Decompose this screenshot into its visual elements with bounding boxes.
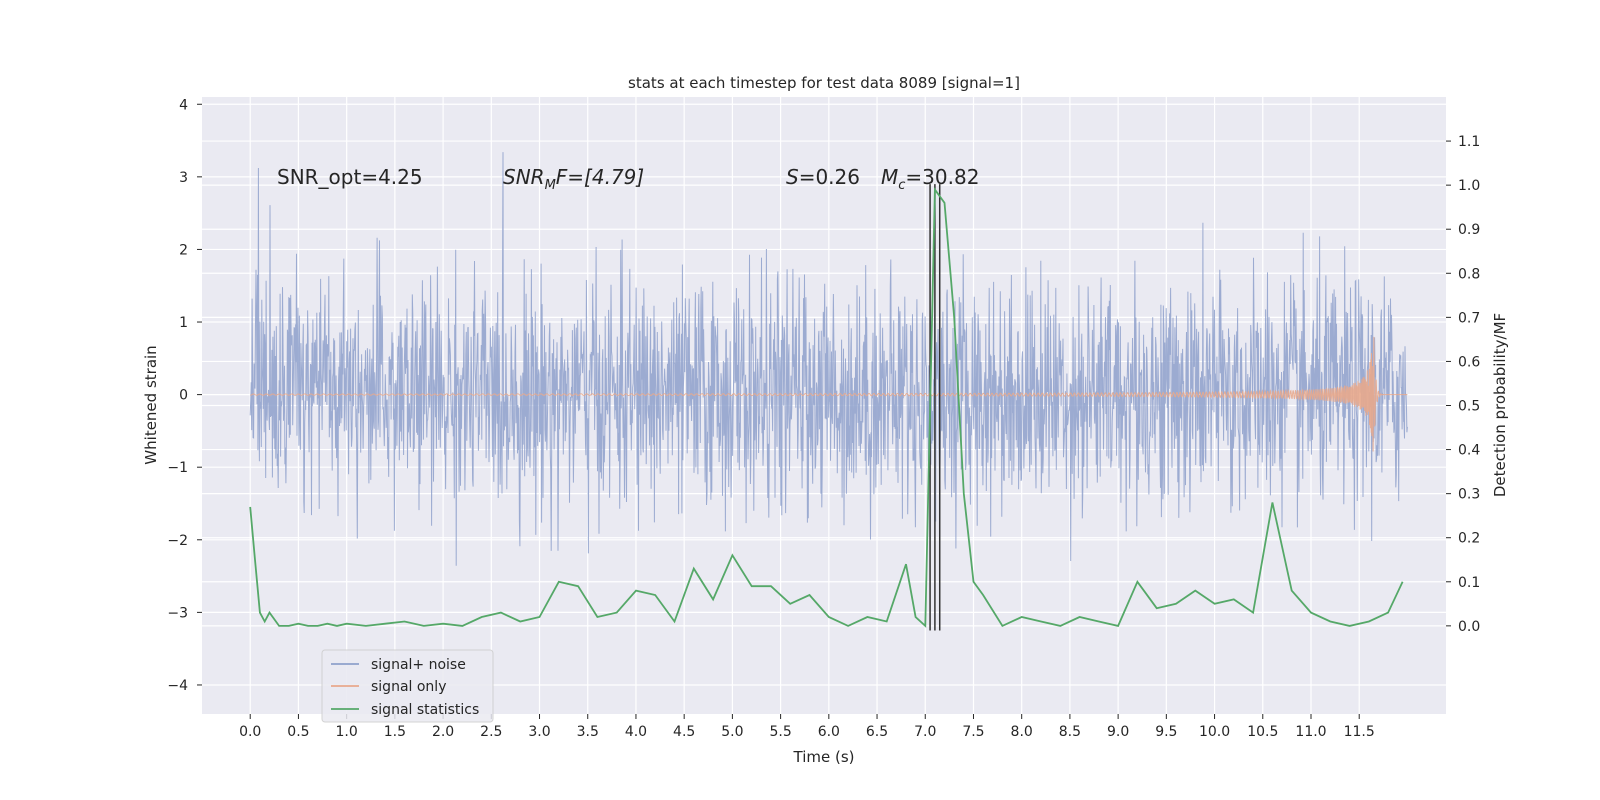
y-tick-label: 4 xyxy=(179,97,188,113)
y-tick-label: 0 xyxy=(179,388,188,404)
annotation-mc-val: =30.82 xyxy=(905,165,979,189)
x-tick-label: 1.5 xyxy=(384,724,406,740)
x-tick-label: 10.5 xyxy=(1247,724,1278,740)
x-axis-ticks: 0.0 0.5 1.0 1.5 2.0 2.5 3.0 3.5 4.0 4.5 5.0 5.5 6.0 6… xyxy=(239,714,1375,740)
x-tick-label: 3.5 xyxy=(577,724,599,740)
annotation-snr-mf-main: SNR xyxy=(503,165,545,189)
y2-tick-label: 0.0 xyxy=(1458,619,1480,635)
x-tick-label: 0.5 xyxy=(287,724,309,740)
chart-title: stats at each timestep for test data 808… xyxy=(628,74,1020,92)
x-tick-label: 3.0 xyxy=(528,724,550,740)
y-tick-label: −4 xyxy=(167,678,188,694)
x-tick-label: 8.5 xyxy=(1059,724,1081,740)
x-tick-label: 5.5 xyxy=(769,724,791,740)
x-tick-label: 1.0 xyxy=(336,724,358,740)
y2-tick-label: 0.3 xyxy=(1458,487,1480,503)
legend-label-signal: signal only xyxy=(371,679,446,695)
x-axis-label: Time (s) xyxy=(793,748,855,766)
x-tick-label: 6.5 xyxy=(866,724,888,740)
y2-tick-label: 0.5 xyxy=(1458,399,1480,415)
y2-tick-label: 0.1 xyxy=(1458,575,1480,591)
annotation-mc-sub: c xyxy=(898,178,905,193)
x-tick-label: 7.0 xyxy=(914,724,936,740)
annotation-snr-opt: SNR_opt=4.25 xyxy=(277,165,423,189)
legend-label-noise: signal+ noise xyxy=(371,657,466,673)
y-axis-left-ticks: 4 3 2 1 0 −1 −2 −3 −4 xyxy=(167,97,202,694)
y-tick-label: 2 xyxy=(179,242,188,258)
y2-tick-label: 0.8 xyxy=(1458,266,1480,282)
annotation-s-val: =0.26 xyxy=(799,165,860,189)
grid-lines xyxy=(202,97,1446,714)
legend: signal+ noise signal only signal statist… xyxy=(321,649,494,723)
annotation-snr-mf-rest: F=[4.79] xyxy=(556,165,644,189)
y2-tick-label: 0.9 xyxy=(1458,222,1480,238)
legend-box xyxy=(321,649,494,723)
y2-tick-label: 0.4 xyxy=(1458,443,1480,459)
x-tick-label: 7.5 xyxy=(962,724,984,740)
x-tick-label: 11.0 xyxy=(1295,724,1326,740)
annotation-snr-mf: SNRMF=[4.79] xyxy=(503,165,644,193)
annotation-snr-mf-sub: M xyxy=(545,178,556,193)
y2-tick-label: 1.0 xyxy=(1458,178,1480,194)
x-tick-label: 2.5 xyxy=(480,724,502,740)
x-tick-label: 2.0 xyxy=(432,724,454,740)
annotation-mc: Mc=30.82 xyxy=(881,165,979,193)
y-tick-label: 3 xyxy=(179,170,188,186)
annotation-s-var: S xyxy=(786,165,799,189)
x-tick-label: 6.0 xyxy=(818,724,840,740)
x-tick-label: 10.0 xyxy=(1199,724,1230,740)
annotation-mc-var: M xyxy=(881,165,898,189)
x-tick-label: 4.0 xyxy=(625,724,647,740)
x-tick-label: 4.5 xyxy=(673,724,695,740)
x-tick-label: 5.0 xyxy=(721,724,743,740)
annotation-s: S=0.26 xyxy=(786,165,860,189)
y2-tick-label: 0.6 xyxy=(1458,354,1480,370)
y2-tick-label: 0.7 xyxy=(1458,310,1480,326)
series-signal-statistics xyxy=(249,186,1404,628)
x-tick-label: 9.0 xyxy=(1107,724,1129,740)
y-tick-label: −2 xyxy=(167,533,188,549)
y-tick-label: −1 xyxy=(167,460,188,476)
y-tick-label: −3 xyxy=(167,605,188,621)
y2-tick-label: 0.2 xyxy=(1458,531,1480,547)
legend-label-stats: signal statistics xyxy=(371,702,479,718)
y-axis-left-label: Whitened strain xyxy=(142,345,160,464)
y2-tick-label: 1.1 xyxy=(1458,134,1480,150)
y-axis-right-label: Detection probability/MF xyxy=(1491,313,1509,497)
y-axis-right-ticks: 1.1 1.0 0.9 0.8 0.7 0.6 0.5 0.4 0.3 0.2 0.1 0.0 xyxy=(1446,134,1480,635)
x-tick-label: 9.5 xyxy=(1155,724,1177,740)
y-tick-label: 1 xyxy=(179,315,188,331)
series-signal-only xyxy=(250,336,1408,452)
x-tick-label: 8.0 xyxy=(1011,724,1033,740)
series-signal-plus-noise xyxy=(249,152,1408,566)
x-tick-label: 0.0 xyxy=(239,724,261,740)
x-tick-label: 11.5 xyxy=(1344,724,1375,740)
